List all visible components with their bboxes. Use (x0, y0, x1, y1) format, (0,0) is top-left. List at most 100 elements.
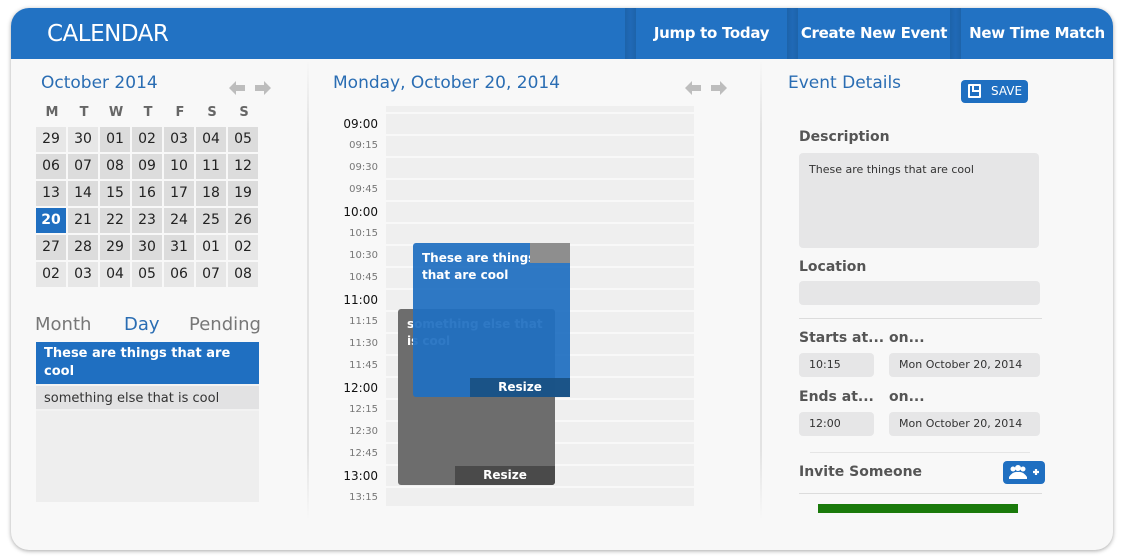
calendar-day[interactable]: 04 (196, 127, 226, 152)
calendar-day[interactable]: 12 (228, 154, 258, 179)
calendar-day[interactable]: 05 (132, 262, 162, 287)
calendar-day[interactable]: 02 (36, 262, 66, 287)
nav-divider (625, 8, 636, 59)
event-details-title: Event Details (788, 73, 902, 93)
event-list-item[interactable]: something else that is cool (36, 386, 259, 411)
event-resize-handle[interactable]: Resize (470, 378, 570, 397)
time-slot[interactable]: 13:15 (318, 488, 696, 506)
start-time-input[interactable]: 10:15 (799, 353, 874, 377)
start-date-input[interactable]: Mon October 20, 2014 (889, 353, 1040, 377)
weekday-label: W (108, 105, 124, 120)
time-label: 09:00 (343, 117, 378, 131)
calendar-day[interactable]: 29 (36, 127, 66, 152)
calendar-day[interactable]: 07 (196, 262, 226, 287)
calendar-day[interactable]: 16 (132, 181, 162, 206)
jump-to-today-button[interactable]: Jump to Today (653, 24, 770, 42)
calendar-event-selected[interactable]: These are things that are cool Resize (413, 243, 570, 397)
calendar-week-row: 06 07 08 09 10 11 12 (36, 154, 260, 181)
time-slot-band[interactable] (386, 136, 694, 156)
calendar-day[interactable]: 19 (228, 181, 258, 206)
calendar-day[interactable]: 07 (68, 154, 98, 179)
calendar-day[interactable]: 02 (132, 127, 162, 152)
time-slot-band[interactable] (386, 202, 694, 222)
time-slot[interactable]: 10:15 (318, 224, 696, 246)
next-day-arrow-icon[interactable] (711, 80, 727, 99)
end-date-input[interactable]: Mon October 20, 2014 (889, 412, 1040, 436)
event-list-item[interactable]: These are things that are cool (36, 342, 259, 386)
tab-pending[interactable]: Pending (189, 314, 261, 335)
calendar-day[interactable]: 01 (100, 127, 130, 152)
time-slot-band[interactable] (386, 114, 694, 134)
prev-day-arrow-icon[interactable] (685, 80, 701, 99)
prev-month-arrow-icon[interactable] (229, 80, 245, 99)
create-new-event-button[interactable]: Create New Event (800, 24, 948, 42)
calendar-day[interactable]: 28 (68, 235, 98, 260)
starts-on-label: on... (889, 330, 925, 346)
calendar-day[interactable]: 23 (132, 208, 162, 233)
description-textarea[interactable]: These are things that are cool (799, 153, 1039, 248)
app-title: CALENDAR (47, 21, 169, 47)
top-bar: CALENDAR Jump to Today Create New Event … (11, 8, 1113, 59)
weekday-label: T (143, 105, 153, 120)
invite-someone-button[interactable] (1003, 461, 1045, 484)
calendar-day[interactable]: 06 (36, 154, 66, 179)
tab-month[interactable]: Month (35, 314, 92, 335)
calendar-day[interactable]: 06 (164, 262, 194, 287)
time-slot[interactable]: 09:45 (318, 180, 696, 202)
time-slot-band[interactable] (386, 224, 694, 244)
save-button[interactable]: SAVE (961, 80, 1028, 103)
calendar-day[interactable]: 10 (164, 154, 194, 179)
calendar-day[interactable]: 08 (100, 154, 130, 179)
calendar-day-selected[interactable]: 20 (36, 208, 66, 233)
calendar-day[interactable]: 31 (164, 235, 194, 260)
time-label: 12:45 (349, 448, 378, 459)
next-month-arrow-icon[interactable] (255, 80, 271, 99)
tab-day[interactable]: Day (124, 314, 160, 335)
calendar-day[interactable]: 30 (132, 235, 162, 260)
calendar-day[interactable]: 15 (100, 181, 130, 206)
group-add-icon (1009, 465, 1039, 479)
location-input[interactable] (799, 281, 1040, 305)
calendar-day[interactable]: 22 (100, 208, 130, 233)
end-time-input[interactable]: 12:00 (799, 412, 874, 436)
time-slot-band[interactable] (386, 158, 694, 178)
time-label: 11:45 (349, 360, 378, 371)
calendar-day[interactable]: 18 (196, 181, 226, 206)
calendar-day[interactable]: 02 (228, 235, 258, 260)
time-slot[interactable]: 10:00 (318, 202, 696, 224)
calendar-day[interactable]: 30 (68, 127, 98, 152)
event-list: These are things that are cool something… (36, 342, 259, 502)
new-time-match-button[interactable]: New Time Match (969, 24, 1105, 42)
calendar-day[interactable]: 17 (164, 181, 194, 206)
calendar-day[interactable]: 14 (68, 181, 98, 206)
time-slot[interactable]: 09:15 (318, 136, 696, 158)
calendar-week-row: 02 03 04 05 06 07 08 (36, 262, 260, 289)
divider (810, 452, 1030, 453)
time-label: 13:00 (343, 469, 378, 483)
calendar-day[interactable]: 26 (228, 208, 258, 233)
time-slot[interactable]: 09:00 (318, 114, 696, 136)
calendar-day[interactable]: 09 (132, 154, 162, 179)
column-divider (760, 60, 762, 520)
calendar-day[interactable]: 03 (68, 262, 98, 287)
calendar-day[interactable]: 01 (196, 235, 226, 260)
calendar-day[interactable]: 21 (68, 208, 98, 233)
calendar-day[interactable]: 08 (228, 262, 258, 287)
calendar-day[interactable]: 29 (100, 235, 130, 260)
calendar-day[interactable]: 11 (196, 154, 226, 179)
time-slot[interactable]: 09:30 (318, 158, 696, 180)
column-divider (307, 60, 309, 520)
calendar-day[interactable]: 13 (36, 181, 66, 206)
time-slot[interactable] (318, 106, 696, 114)
calendar-day[interactable]: 27 (36, 235, 66, 260)
calendar-day[interactable]: 05 (228, 127, 258, 152)
event-resize-handle[interactable]: Resize (455, 466, 555, 485)
calendar-day[interactable]: 04 (100, 262, 130, 287)
time-slot-band[interactable] (386, 488, 694, 506)
calendar-day[interactable]: 24 (164, 208, 194, 233)
calendar-day[interactable]: 25 (196, 208, 226, 233)
time-slot-band[interactable] (386, 180, 694, 200)
time-label: 11:15 (349, 316, 378, 327)
calendar-day[interactable]: 03 (164, 127, 194, 152)
